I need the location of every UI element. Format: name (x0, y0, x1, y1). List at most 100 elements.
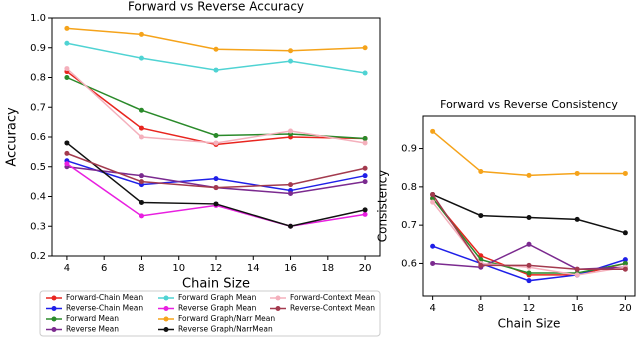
y-tick-label: 0.3 (30, 221, 46, 232)
legend-label: Reverse-Context Mean (290, 304, 375, 313)
x-tick-label: 12 (210, 263, 223, 274)
point (64, 75, 70, 80)
legend-marker (275, 295, 281, 301)
point (138, 173, 144, 179)
legend-marker (163, 327, 169, 332)
legend-marker (163, 316, 169, 322)
point (213, 46, 219, 52)
point (213, 140, 219, 146)
legend-label: Reverse-Chain Mean (66, 304, 143, 313)
legend-marker (163, 306, 169, 311)
point (430, 192, 436, 198)
legend-marker (51, 306, 57, 311)
point (138, 179, 144, 185)
point (213, 176, 219, 182)
legend-label: Forward-Context Mean (290, 293, 375, 302)
legend-label: Reverse Graph Mean (178, 304, 257, 313)
point (622, 266, 628, 272)
point (622, 257, 628, 263)
point (574, 272, 580, 278)
point (526, 262, 532, 268)
x-axis-label: Chain Size (182, 277, 250, 292)
point (288, 128, 294, 134)
point (288, 48, 294, 54)
line (432, 193, 626, 234)
line (66, 163, 366, 228)
point (362, 70, 368, 76)
point (288, 191, 294, 197)
point (138, 199, 144, 205)
legend-label: Forward Graph/Narr Mean (178, 314, 275, 323)
point (430, 199, 436, 205)
x-tick-label: 20 (359, 263, 372, 274)
point (362, 140, 368, 146)
point (362, 207, 368, 213)
point (288, 182, 294, 188)
y-tick-label: 0.9 (401, 144, 417, 155)
y-tick-label: 0.8 (30, 73, 46, 84)
y-tick-label: 0.7 (401, 220, 417, 231)
point (362, 135, 368, 141)
point (213, 201, 219, 207)
point (138, 31, 144, 37)
y-tick-label: 0.2 (30, 251, 46, 262)
point (213, 133, 219, 139)
y-tick-label: 0.4 (30, 192, 46, 203)
point (362, 45, 368, 51)
plot-frame (51, 17, 381, 257)
point (362, 173, 368, 179)
y-tick-label: 0.9 (30, 43, 46, 54)
point (213, 185, 219, 191)
point (64, 66, 70, 72)
y-tick-label: 0.5 (30, 162, 46, 173)
legend-label: Reverse Mean (66, 325, 119, 334)
line (432, 197, 626, 274)
x-tick-label: 16 (571, 303, 584, 314)
line (432, 130, 626, 177)
point (138, 134, 144, 140)
y-tick-label: 0.6 (401, 258, 417, 269)
point (288, 223, 294, 229)
point (478, 262, 484, 268)
point (430, 260, 436, 266)
point (213, 67, 219, 73)
x-tick-label: 6 (101, 263, 107, 274)
x-tick-label: 8 (478, 303, 484, 314)
point (622, 260, 628, 266)
point (526, 214, 532, 220)
point (478, 169, 484, 175)
x-tick-label: 20 (619, 303, 632, 314)
point (478, 213, 484, 219)
point (622, 230, 628, 236)
point (362, 165, 368, 171)
y-axis-label: Consistency (376, 170, 390, 243)
legend-marker (163, 295, 169, 301)
point (138, 125, 144, 131)
point (362, 179, 368, 185)
point (64, 25, 70, 31)
point (138, 55, 144, 61)
legend-label: Forward Graph Mean (178, 293, 257, 302)
point (526, 270, 532, 276)
legend-label: Forward Mean (66, 314, 119, 323)
y-tick-label: 0.7 (30, 102, 46, 113)
line (66, 152, 366, 189)
legend-marker (51, 295, 57, 301)
legend-marker (51, 316, 57, 322)
point (574, 266, 580, 272)
point (288, 58, 294, 64)
y-tick-label: 1.0 (30, 13, 46, 24)
x-tick-label: 4 (429, 303, 435, 314)
line (66, 76, 366, 140)
point (574, 170, 580, 176)
point (430, 243, 436, 249)
x-tick-label: 4 (64, 263, 70, 274)
y-tick-label: 0.8 (401, 182, 417, 193)
x-tick-label: 18 (321, 263, 334, 274)
legend-marker (51, 327, 57, 332)
x-tick-label: 8 (138, 263, 144, 274)
x-tick-label: 16 (284, 263, 297, 274)
y-axis-label: Accuracy (5, 107, 20, 167)
legend-box (39, 290, 381, 337)
